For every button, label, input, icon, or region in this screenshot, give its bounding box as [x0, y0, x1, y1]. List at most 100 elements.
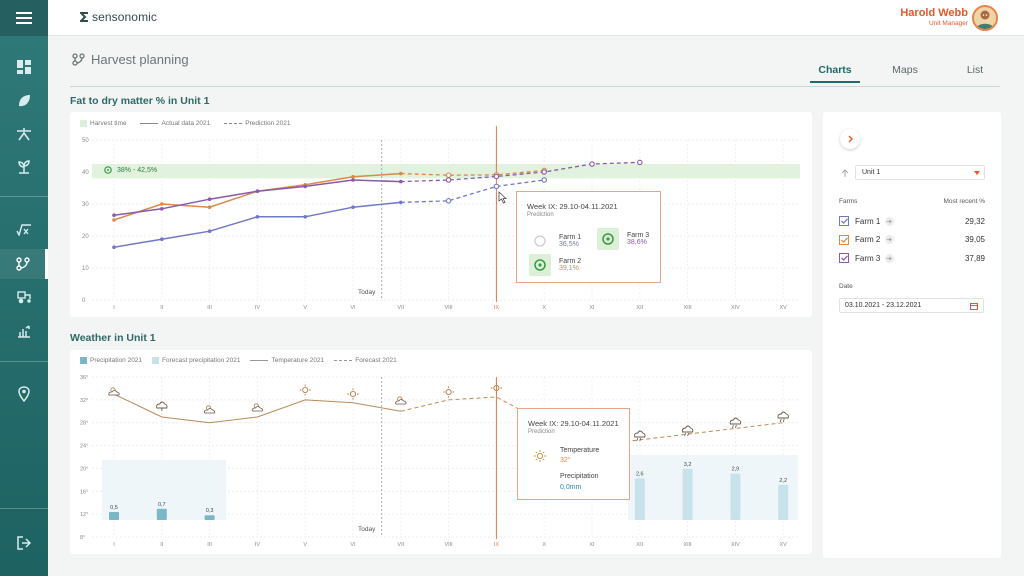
legend-precip[interactable]: Precipitation 2021 [80, 357, 142, 364]
check-icon [840, 255, 848, 261]
tab-charts[interactable]: Charts [810, 64, 860, 83]
farm-value: 39,05 [964, 235, 985, 244]
x-tick-label: II [160, 542, 164, 548]
legend-harvest-label: Harvest time [90, 120, 127, 127]
rain-icon [681, 425, 694, 437]
arrow-right-icon[interactable] [885, 216, 895, 226]
nav-logout[interactable] [0, 528, 48, 558]
prediction-point [493, 173, 500, 180]
x-tick-label: VIII [444, 542, 453, 548]
nav-dashboard[interactable] [0, 52, 48, 82]
legend-temp-label: Temperature 2021 [271, 357, 325, 364]
data-point [303, 215, 307, 219]
farm-checkbox[interactable] [839, 253, 849, 263]
tooltip-subtitle: Prediction [528, 429, 555, 435]
app-logo[interactable]: sensonomic [80, 10, 157, 24]
tooltip-title: Week IX: 29.10-04.11.2021 [528, 419, 619, 428]
harvest-icon [17, 128, 31, 141]
legend-actual[interactable]: Actual data 2021 [140, 120, 210, 127]
y-tick-label: 40 [82, 170, 89, 176]
data-point [255, 189, 260, 193]
x-tick-label: XII [636, 305, 643, 311]
x-tick-label: I [113, 542, 115, 548]
planning-icon [15, 257, 30, 271]
series-line-prediction [400, 161, 640, 183]
tab-list[interactable]: List [966, 64, 984, 76]
growth-icon [18, 325, 30, 338]
legend-fprecip[interactable]: Forecast precipitation 2021 [152, 357, 240, 364]
nav-formula[interactable] [0, 215, 48, 245]
legend-prediction[interactable]: Prediction 2021 [224, 120, 290, 127]
x-tick-label: VI [350, 305, 356, 311]
sidebar-divider-3 [0, 508, 48, 509]
cursor-icon [498, 191, 507, 204]
filter-panel: Unit 1 Farms Most recent % Farm 1 29,32 Fa… [823, 112, 1001, 558]
legend-ftemp[interactable]: Forecast 2021 [334, 357, 397, 364]
avatar[interactable] [972, 5, 998, 31]
view-tabs: Charts Maps List [790, 64, 1000, 83]
x-tick-label: IX [494, 542, 500, 548]
menu-button[interactable] [0, 0, 48, 36]
logout-icon [17, 536, 31, 550]
farm-checkbox[interactable] [839, 234, 849, 245]
arrow-right-icon[interactable] [885, 235, 895, 244]
data-point [112, 218, 116, 222]
prediction-point [541, 169, 547, 175]
sun-cloud-icon [204, 405, 216, 414]
logo-text: sensonomic [92, 10, 158, 24]
x-tick-label: IX [494, 305, 500, 311]
nav-growth[interactable] [0, 316, 48, 346]
nav-seedling[interactable] [0, 152, 48, 182]
user-role: Unit Manager [928, 20, 968, 27]
arrow-right-icon[interactable] [885, 253, 895, 263]
y-tick-label: 16° [80, 489, 88, 495]
x-tick-label: XII [636, 542, 643, 548]
y-tick-label: 24° [80, 444, 88, 450]
farm-checkbox[interactable] [839, 216, 849, 226]
legend-harvest-swatch [80, 120, 87, 127]
unit-select[interactable]: Unit 1 [855, 165, 985, 180]
farm-row[interactable]: Farm 2 39,05 [839, 234, 985, 246]
sun-icon [443, 386, 455, 398]
farm-row[interactable]: Farm 3 37,89 [839, 252, 985, 264]
date-range-value: 03.10.2021 - 23.12.2021 [845, 302, 922, 309]
chart1-legend: Harvest time Actual data 2021 Prediction… [80, 120, 290, 127]
y-tick-label: 20° [80, 466, 88, 472]
x-tick-label: II [160, 305, 164, 311]
tooltip-farm-value: 38,6% [627, 239, 647, 246]
x-tick-label: III [207, 542, 212, 548]
legend-fprecip-label: Forecast precipitation 2021 [162, 357, 241, 364]
nav-planning[interactable] [0, 249, 48, 279]
hamburger-icon [16, 12, 32, 24]
user-info[interactable]: Harold Webb Unit Manager [900, 7, 968, 27]
bar-label: 2,2 [779, 478, 787, 484]
farm-row[interactable]: Farm 1 29,32 [839, 215, 985, 227]
sidebar [0, 0, 48, 576]
tooltip-temp-label: Temperature [560, 447, 600, 454]
x-tick-label: V [303, 305, 307, 311]
sun-icon [347, 388, 359, 400]
check-icon [840, 236, 848, 243]
forecast-precip-background [628, 455, 798, 520]
legend-temp[interactable]: Temperature 2021 [250, 357, 324, 364]
x-tick-label: VII [397, 305, 404, 311]
date-range-input[interactable]: 03.10.2021 - 23.12.2021 [839, 298, 984, 313]
prediction-point [493, 183, 500, 190]
sun-cloud-icon [108, 387, 120, 396]
tooltip-title: Week IX: 29.10-04.11.2021 [527, 202, 618, 211]
tab-maps[interactable]: Maps [892, 64, 918, 76]
planning-icon [72, 53, 85, 66]
chart1-card: 0 10 20 30 40 50 I II III IV V VI VII VIII IX X XI XII XII… [70, 112, 812, 317]
x-tick-label: XV [780, 305, 788, 311]
nav-tractor[interactable] [0, 282, 48, 312]
legend-harvest[interactable]: Harvest time [80, 120, 126, 127]
collapse-panel-button[interactable] [840, 129, 860, 149]
nav-harvest[interactable] [0, 119, 48, 149]
nav-leaf[interactable] [0, 86, 48, 116]
chart1-tooltip: Week IX: 29.10-04.11.2021 Prediction Far… [516, 191, 661, 283]
forecast-precip-bar [682, 468, 693, 520]
bar-label: 0,7 [158, 502, 166, 508]
sidebar-divider-2 [0, 361, 48, 362]
nav-location[interactable] [0, 379, 48, 409]
